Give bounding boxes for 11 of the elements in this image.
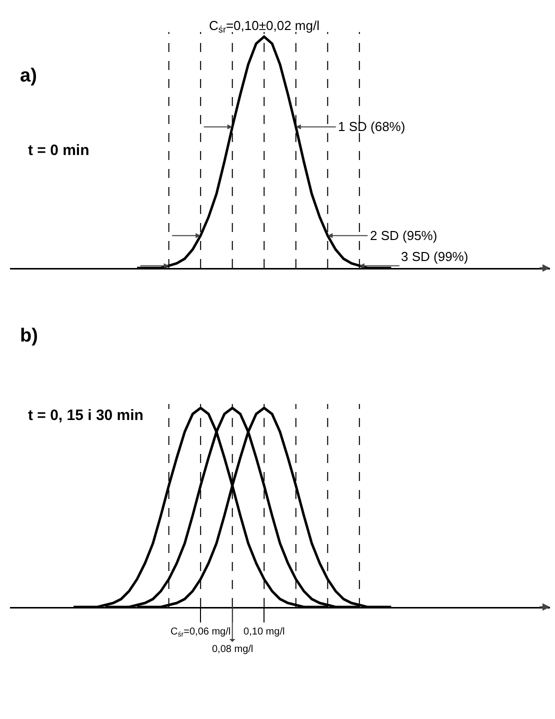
x-tick-label: C$_{śr}$=0,06 mg/l [170,626,231,639]
annotation: C$_{śr}$=0,10±0,02 mg/l [209,18,320,35]
text: a) [20,66,37,87]
chart-subtitle: t = 0, 15 i 30 min [28,407,144,424]
text: t = 0 min [28,142,90,159]
annotation: 2 SD (95%) [370,228,438,243]
annotation: 0,08 mg/l [212,644,254,655]
x-tick-label: 0,10 mg/l [244,626,285,638]
annotation: 1 SD (68%) [338,119,406,134]
chart-title: b) [20,326,38,347]
annotation: 3 SD (99%) [401,249,468,264]
